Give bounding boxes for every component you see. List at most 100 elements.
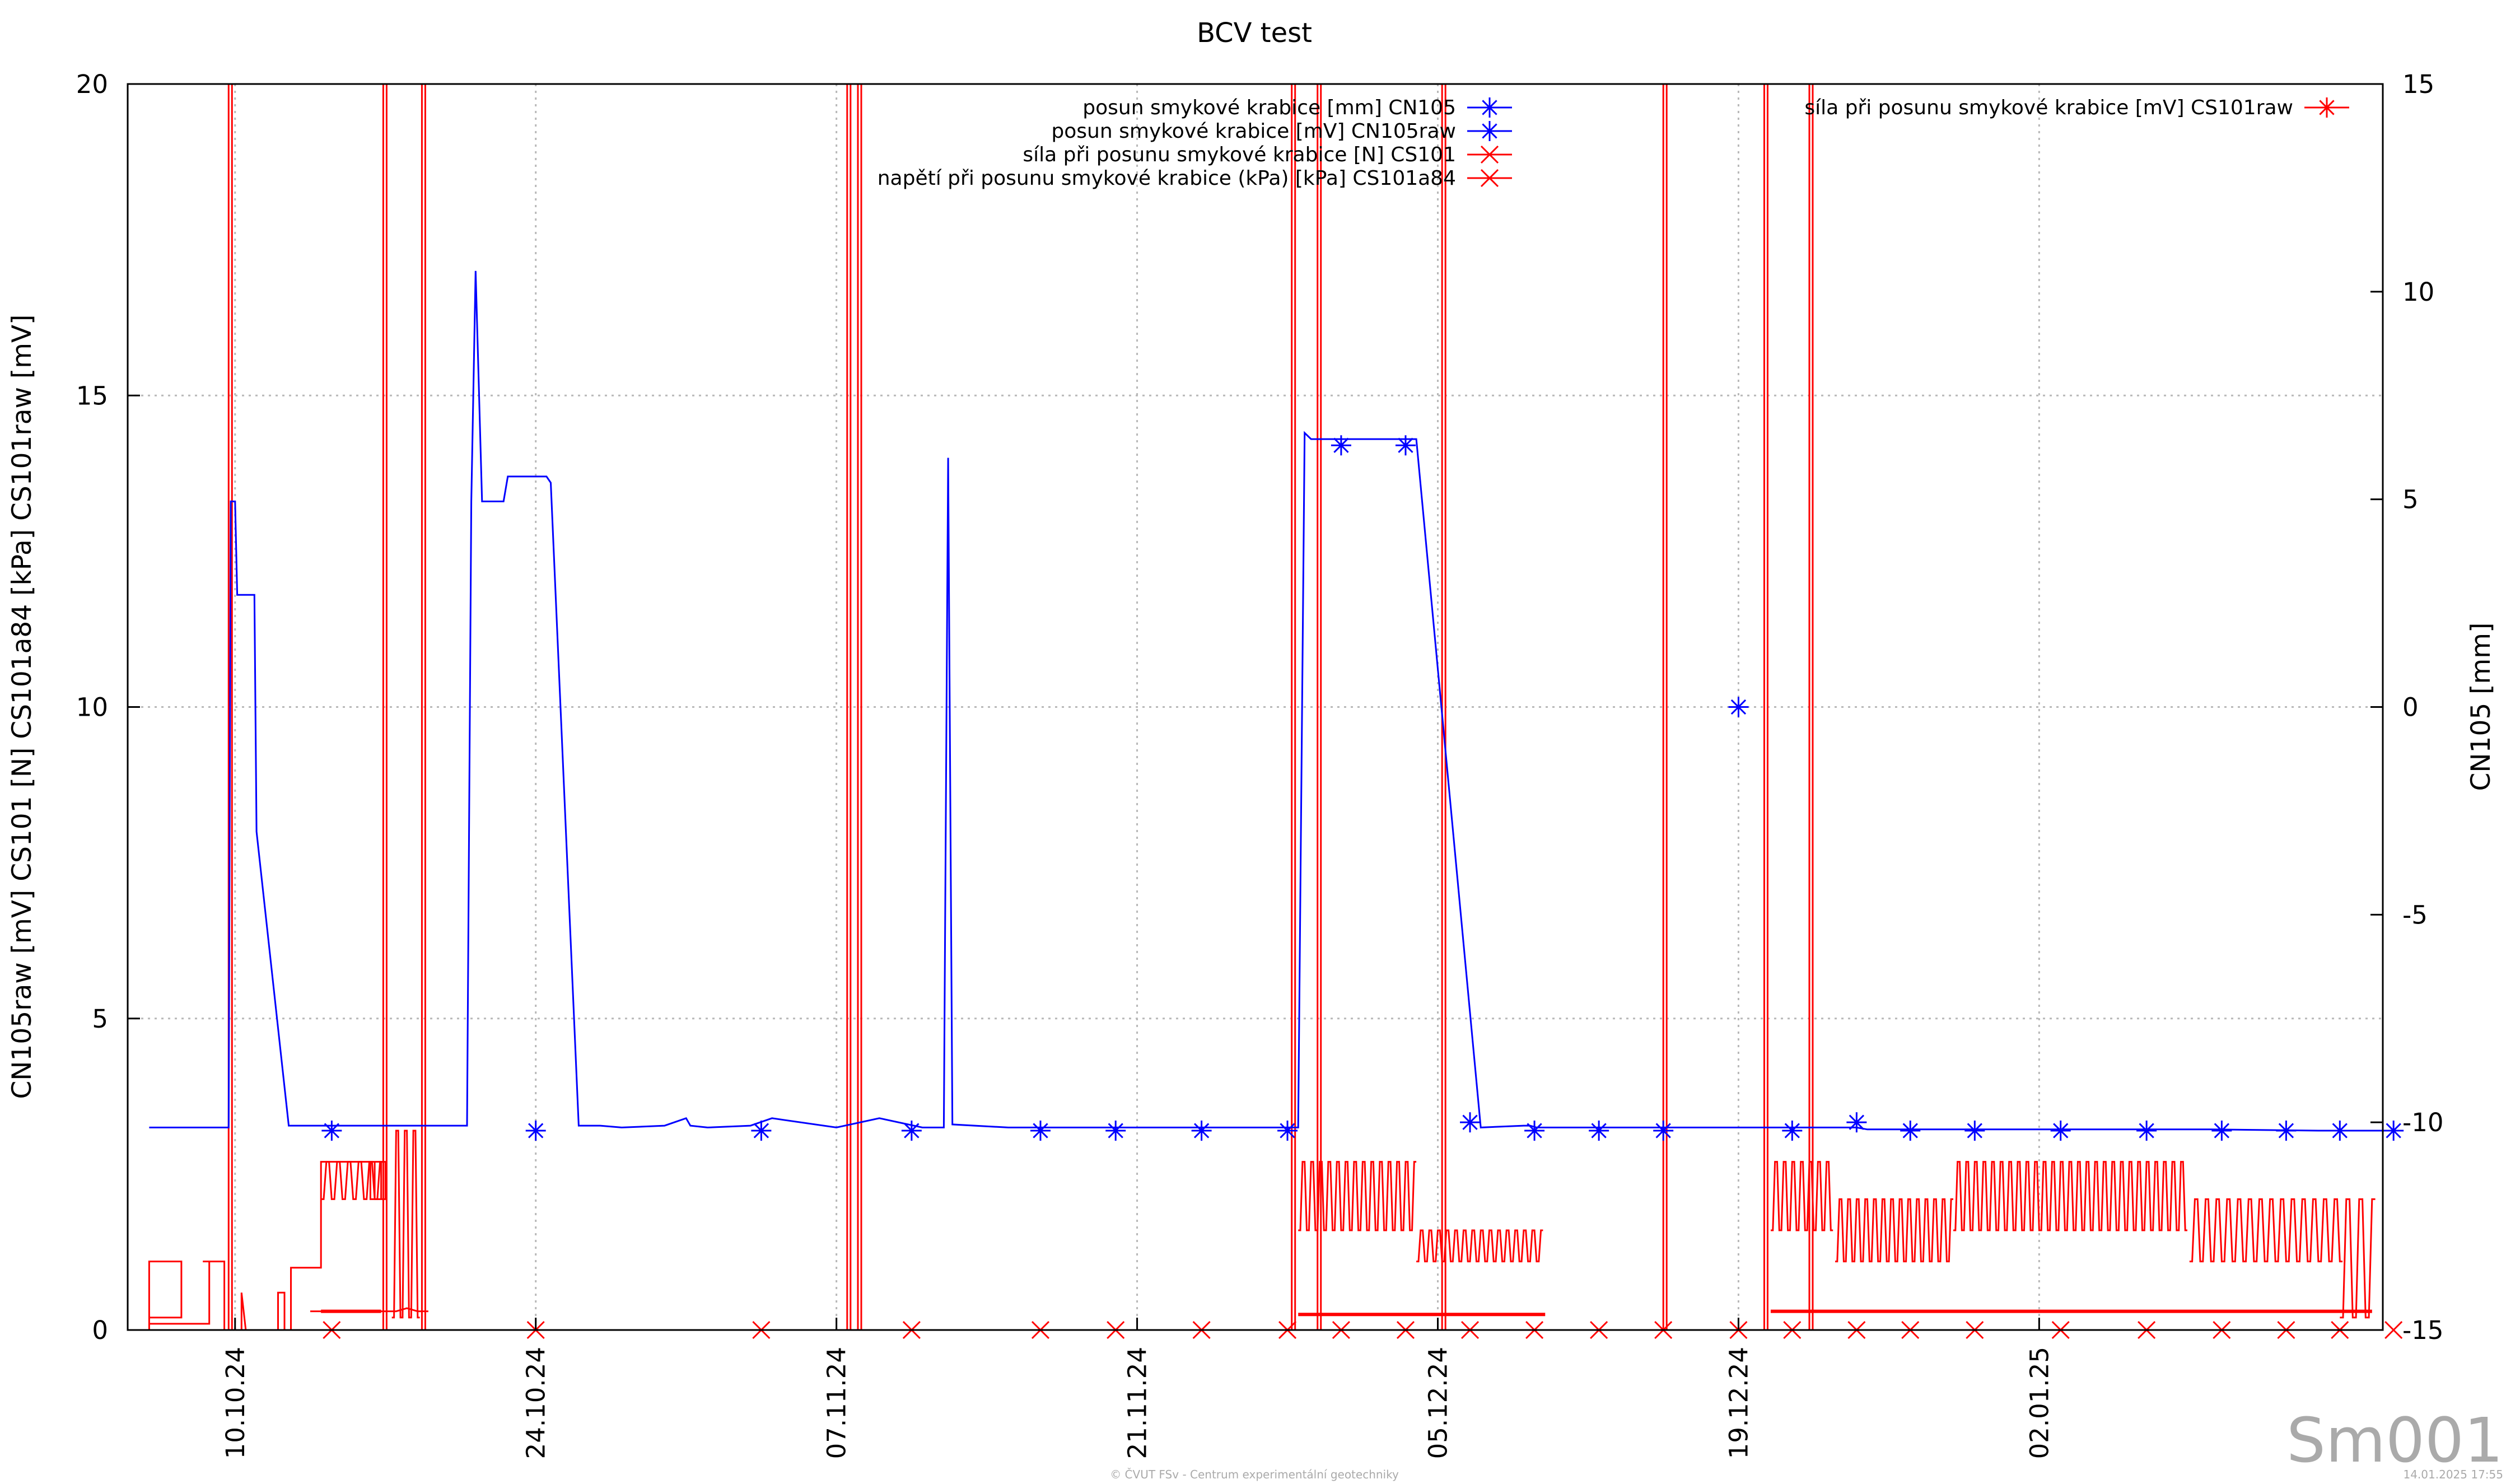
marker-s1-10-d2 — [1462, 1114, 1478, 1130]
legend-left-label-2: síla při posunu smykové krabice [N] CS10… — [1023, 143, 1456, 166]
marker-s1-2-d2 — [753, 1123, 769, 1138]
marker-s1-18-d2 — [1967, 1123, 1982, 1138]
marker-s1-7-d2 — [1280, 1123, 1295, 1138]
series-line-3 — [310, 1307, 428, 1313]
y-right-tick-label-4: 5 — [2402, 485, 2419, 515]
noise-block-8 — [2189, 1198, 2343, 1263]
marker-s1-1 — [525, 1121, 546, 1141]
legend-right-sample-mark-0 — [2317, 97, 2337, 118]
y-right-tick-label-6: 15 — [2402, 69, 2434, 99]
y-left-tick-label-1: 5 — [92, 1004, 108, 1034]
marker-s1-21-d2 — [2214, 1123, 2230, 1138]
marker-s1-9 — [1395, 435, 1416, 456]
y-left-tick-label-4: 20 — [76, 69, 108, 99]
marker-s1-0 — [321, 1121, 342, 1141]
x-tick-label-2: 07.11.24 — [822, 1347, 852, 1459]
marker-s1-2 — [751, 1121, 772, 1141]
marker-s1-22-d2 — [2278, 1123, 2294, 1138]
marker-s1-6 — [1191, 1121, 1212, 1141]
marker-s1-18 — [1964, 1121, 1985, 1141]
y-right-tick-label-0: -15 — [2402, 1315, 2444, 1345]
noise-block-2 — [391, 1130, 420, 1319]
y-axis-right-label: CN105 [mm] — [2466, 623, 2496, 791]
marker-s1-21 — [2211, 1121, 2232, 1141]
marker-s1-3-d2 — [904, 1123, 920, 1138]
marker-s4-24-b — [2384, 1320, 2403, 1340]
marker-s1-23-d2 — [2332, 1123, 2348, 1138]
marker-s1-20 — [2136, 1121, 2157, 1141]
marker-s1-8 — [1331, 435, 1351, 456]
y-right-tick-label-3: 0 — [2402, 693, 2419, 722]
marker-s1-10 — [1460, 1112, 1481, 1133]
marker-s1-13 — [1653, 1121, 1674, 1141]
y-right-tick-label-5: 10 — [2402, 277, 2434, 307]
marker-s1-20-d2 — [2139, 1123, 2154, 1138]
footer-credit: © ČVUT FSv - Centrum experimentální geot… — [1110, 1468, 1399, 1481]
legend-left-sample-mark-2 — [1480, 145, 1499, 164]
footer-timestamp: 14.01.2025 17:55 — [2403, 1468, 2503, 1481]
marker-s1-5-d2 — [1108, 1123, 1123, 1138]
legend-left-sample-mark-0 — [1480, 97, 1500, 118]
legend-left-label-0: posun smykové krabice [mm] CN105 — [1082, 96, 1456, 119]
marker-s1-15-d2 — [1784, 1123, 1800, 1138]
marker-s1-4 — [1030, 1121, 1051, 1141]
marker-s1-12-d2 — [1591, 1123, 1607, 1138]
x-tick-label-5: 19.12.24 — [1724, 1347, 1753, 1459]
watermark: Sm001 — [2286, 1404, 2503, 1476]
legend-right-sample-mark-0-d2 — [2319, 100, 2335, 115]
marker-s1-16-d2 — [1849, 1114, 1865, 1130]
noise-block-6 — [1835, 1198, 1953, 1263]
marker-s1-14-d2 — [1730, 699, 1747, 715]
marker-s1-11 — [1524, 1121, 1545, 1141]
x-tick-label-3: 21.11.24 — [1123, 1347, 1152, 1459]
noise-block-5 — [1771, 1161, 1833, 1231]
y-right-tick-label-2: -5 — [2402, 900, 2428, 930]
marker-s1-12 — [1589, 1121, 1609, 1141]
legend-left-sample-mark-1 — [1480, 121, 1500, 141]
marker-s1-22 — [2276, 1121, 2297, 1141]
x-tick-label-0: 10.10.24 — [221, 1347, 250, 1459]
y-left-tick-label-3: 15 — [76, 381, 108, 410]
marker-s1-19-d2 — [2053, 1123, 2069, 1138]
legend-right-label-0: síla při posunu smykové krabice [mV] CS1… — [1804, 96, 2293, 119]
legend-left-sample-mark-3-b — [1480, 169, 1499, 188]
noise-block-9 — [2340, 1198, 2376, 1319]
legend-left-label-3: napětí při posunu smykové krabice (kPa) … — [878, 167, 1456, 190]
legend-left-sample-mark-0-d2 — [1482, 100, 1497, 115]
legend-left-sample-mark-1-d2 — [1482, 123, 1497, 139]
y-axis-right-ticks: -15 -10 -5 0 5 10 15 — [2370, 69, 2444, 1345]
x-axis-ticks: 10.10.24 24.10.24 07.11.24 21.11.24 05.12.24… — [221, 1318, 2054, 1459]
noise-block-1 — [321, 1161, 383, 1200]
marker-s1-17 — [1900, 1121, 1921, 1141]
marker-s1-14 — [1728, 697, 1749, 717]
spike-bursts — [227, 84, 2376, 1330]
marker-s1-6-d2 — [1193, 1123, 1210, 1138]
y-left-tick-label-2: 10 — [76, 693, 108, 722]
marker-s1-0-d2 — [324, 1123, 340, 1138]
marker-s1-24 — [2383, 1121, 2404, 1141]
marker-s1-11-d2 — [1527, 1123, 1542, 1138]
marker-s1-19 — [2050, 1121, 2071, 1141]
marker-s1-9-d2 — [1398, 437, 1413, 453]
marker-s1-3 — [901, 1121, 922, 1141]
marker-s1-16 — [1846, 1112, 1867, 1133]
marker-s1-17-d2 — [1902, 1123, 1918, 1138]
y-left-tick-label-0: 0 — [92, 1315, 108, 1345]
marker-s1-4-d2 — [1033, 1123, 1048, 1138]
y-axis-left-label: CN105raw [mV] CS101 [N] CS101a84 [kPa] C… — [7, 314, 38, 1099]
noise-block-4 — [1416, 1229, 1543, 1263]
legend-right: síla při posunu smykové krabice [mV] CS1… — [1804, 96, 2349, 119]
noise-block-3 — [1298, 1161, 1417, 1231]
marker-s1-7 — [1277, 1121, 1298, 1141]
noise-block-7 — [1953, 1161, 2187, 1231]
legend-left-sample-mark-3 — [1480, 169, 1499, 188]
legend-left-label-1: posun smykové krabice [mV] CN105raw — [1051, 120, 1456, 143]
series-line-0 — [149, 270, 2383, 1132]
chart-title: BCV test — [1197, 17, 1312, 49]
marker-s1-8-d2 — [1333, 437, 1349, 453]
marker-s1-5 — [1105, 1121, 1126, 1141]
x-tick-label-4: 05.12.24 — [1423, 1347, 1453, 1459]
marker-s1-13-d2 — [1655, 1123, 1671, 1138]
